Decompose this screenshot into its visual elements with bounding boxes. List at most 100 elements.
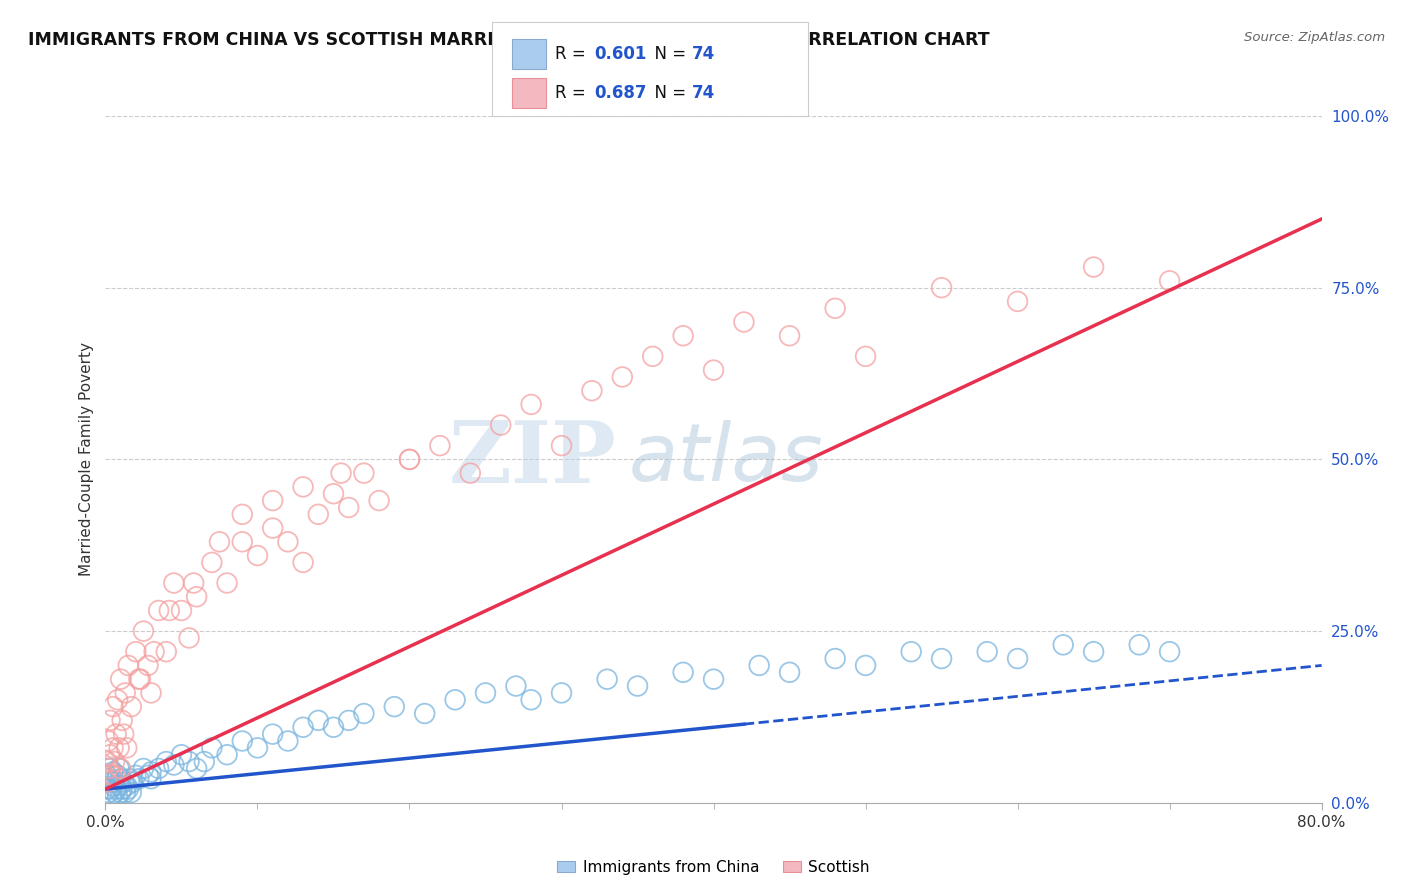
Point (330, 466, 353, 480)
Point (114, 686, 136, 700)
Point (398, 452, 420, 467)
Point (824, 301, 846, 316)
Legend: Immigrants from China, Scottish: Immigrants from China, Scottish (551, 854, 876, 881)
Point (855, 658, 877, 673)
Point (128, 672, 150, 686)
Point (231, 534, 253, 549)
Point (1159, 274, 1181, 288)
Point (132, 761, 155, 775)
Point (458, 466, 481, 480)
Point (201, 555, 224, 570)
Text: 0.601: 0.601 (595, 45, 647, 62)
Text: 74: 74 (692, 45, 716, 62)
Text: ZIP: ZIP (449, 417, 616, 501)
Point (97, 761, 120, 775)
Point (1159, 645, 1181, 659)
Point (139, 764, 162, 779)
Point (100, 775, 122, 789)
Point (246, 740, 269, 755)
Point (1007, 294, 1029, 309)
Point (733, 315, 755, 329)
Point (931, 651, 953, 665)
Point (277, 534, 299, 549)
Point (96, 755, 118, 769)
Point (117, 782, 139, 797)
Point (98, 747, 121, 762)
Point (110, 672, 132, 686)
Point (110, 761, 132, 775)
Point (105, 727, 128, 741)
Point (368, 493, 391, 508)
Point (550, 439, 572, 453)
Point (186, 761, 208, 775)
Point (641, 350, 664, 364)
Point (292, 480, 315, 494)
Point (117, 658, 139, 673)
Point (121, 775, 143, 789)
Point (337, 500, 360, 515)
Text: atlas: atlas (628, 420, 823, 499)
Point (136, 768, 159, 782)
Point (110, 785, 132, 799)
Point (155, 645, 177, 659)
Point (976, 645, 998, 659)
Point (413, 706, 436, 721)
Point (292, 555, 315, 570)
Point (129, 672, 152, 686)
Point (170, 747, 193, 762)
Point (201, 740, 224, 755)
Point (262, 493, 284, 508)
Point (97, 772, 120, 786)
Point (596, 672, 619, 686)
Point (101, 740, 124, 755)
Point (505, 679, 527, 693)
Point (1083, 645, 1105, 659)
Point (98, 761, 121, 775)
Point (322, 720, 344, 734)
Point (520, 692, 543, 706)
Point (779, 665, 801, 680)
Point (132, 624, 155, 639)
Point (217, 576, 239, 591)
Point (108, 779, 131, 793)
Point (163, 576, 186, 591)
Point (108, 761, 131, 775)
Point (444, 692, 467, 706)
Point (702, 363, 725, 377)
Point (612, 370, 634, 384)
Point (97, 734, 120, 748)
Point (112, 727, 135, 741)
Point (931, 281, 953, 295)
Point (337, 714, 360, 728)
Point (120, 699, 142, 714)
Point (110, 772, 132, 786)
Point (1052, 638, 1074, 652)
Point (136, 658, 159, 673)
Point (353, 706, 375, 721)
Point (111, 714, 134, 728)
Point (125, 645, 148, 659)
Text: N =: N = (644, 45, 692, 62)
Point (292, 720, 315, 734)
Point (429, 439, 451, 453)
Point (170, 603, 193, 617)
Point (105, 782, 128, 797)
Point (100, 789, 122, 803)
Point (118, 772, 141, 786)
Point (1083, 260, 1105, 274)
Point (101, 779, 124, 793)
Point (672, 665, 695, 680)
Point (177, 631, 200, 645)
Point (98, 714, 121, 728)
Point (96, 775, 118, 789)
Text: 0.687: 0.687 (595, 84, 647, 102)
Point (748, 658, 770, 673)
Point (322, 487, 344, 501)
Y-axis label: Married-Couple Family Poverty: Married-Couple Family Poverty (79, 343, 94, 576)
Point (103, 775, 125, 789)
Point (550, 686, 572, 700)
Point (702, 672, 725, 686)
Text: IMMIGRANTS FROM CHINA VS SCOTTISH MARRIED-COUPLE FAMILY POVERTY CORRELATION CHAR: IMMIGRANTS FROM CHINA VS SCOTTISH MARRIE… (28, 31, 990, 49)
Point (900, 645, 922, 659)
Point (626, 679, 648, 693)
